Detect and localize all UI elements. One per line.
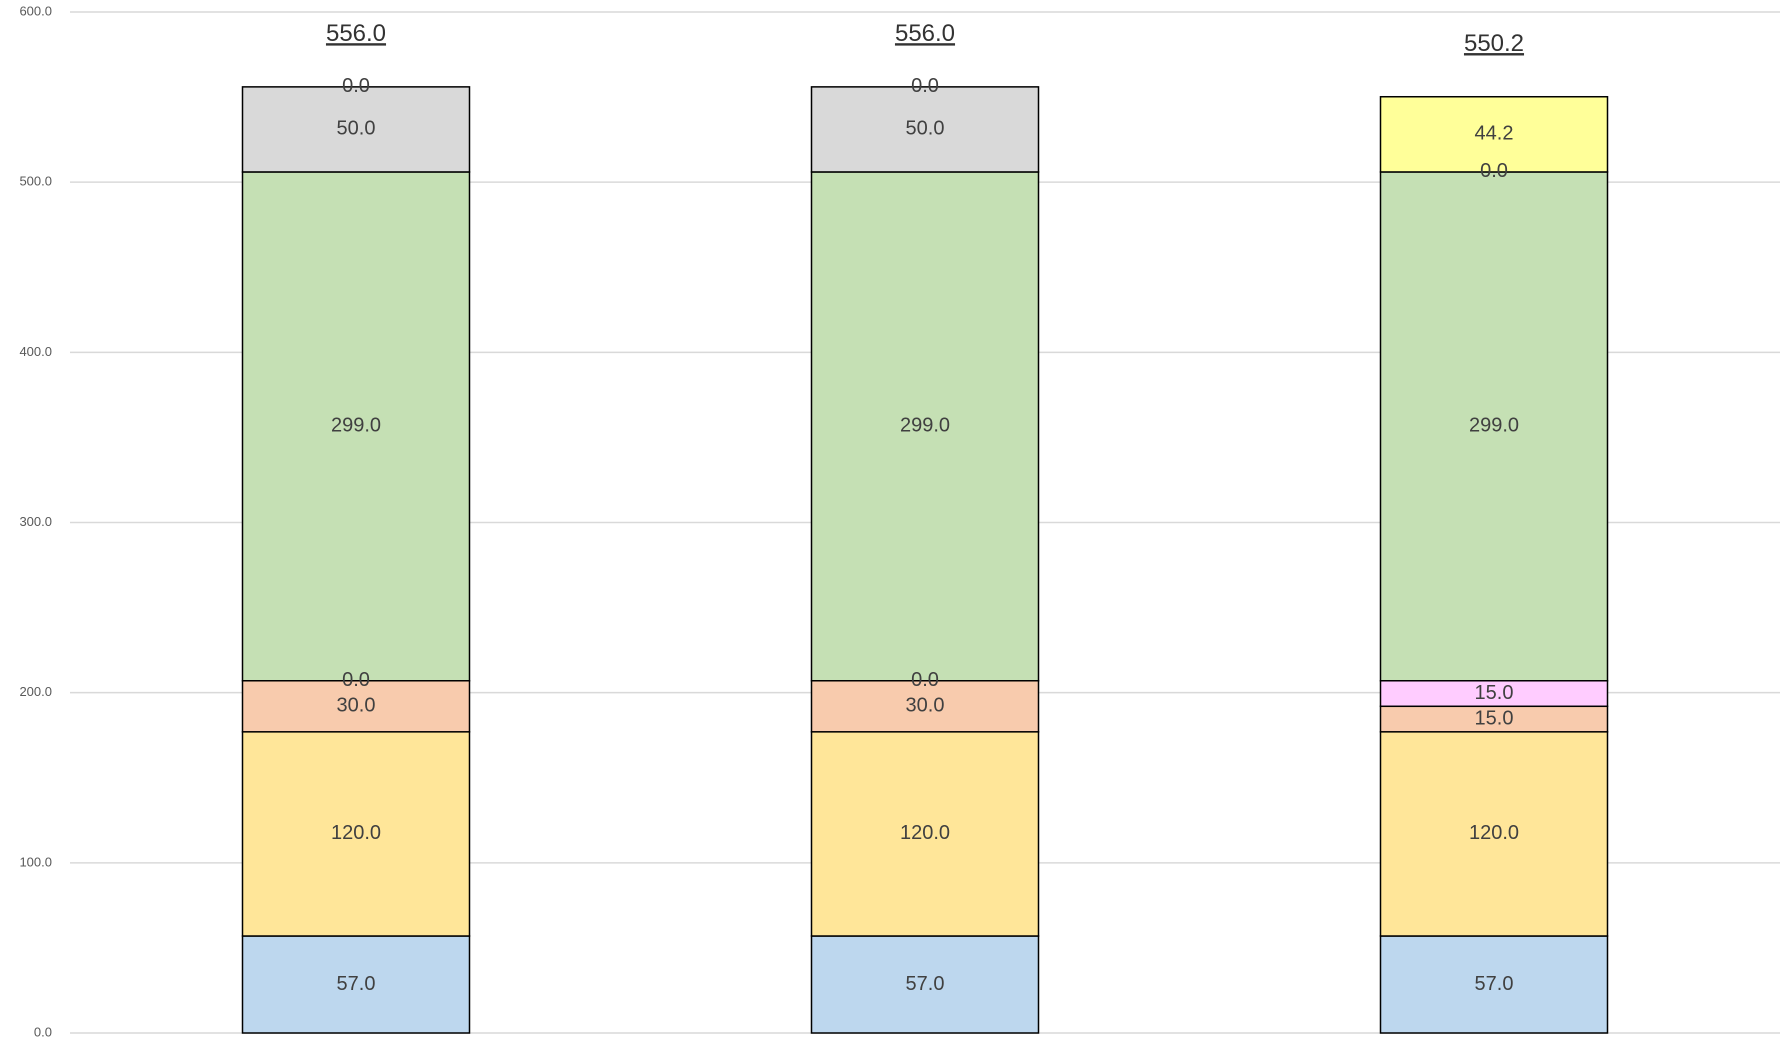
- data-label: 120.0: [1469, 822, 1519, 844]
- y-tick-label: 500.0: [19, 174, 52, 189]
- data-label: 299.0: [331, 415, 381, 437]
- data-label: 50.0: [906, 118, 945, 140]
- y-tick-label: 0.0: [34, 1024, 52, 1039]
- bar-segment: [241, 680, 471, 733]
- data-label: 50.0: [337, 118, 376, 140]
- bar-segment: [1379, 935, 1609, 1034]
- y-tick-label: 100.0: [19, 854, 52, 869]
- data-label: 0.0: [911, 75, 939, 97]
- data-label: 57.0: [1475, 973, 1514, 995]
- data-label: 15.0: [1475, 707, 1514, 729]
- data-label: 30.0: [906, 695, 945, 717]
- bar-segment: [241, 171, 471, 682]
- data-label: 299.0: [900, 415, 950, 437]
- bar-segment: [241, 935, 471, 1034]
- bar-segment: [810, 680, 1040, 733]
- data-label: 120.0: [900, 822, 950, 844]
- y-tick-label: 400.0: [19, 344, 52, 359]
- bar-segment: [810, 935, 1040, 1034]
- data-label: 57.0: [337, 973, 376, 995]
- bar-segment: [810, 171, 1040, 682]
- data-label: 44.2: [1475, 123, 1514, 145]
- bar-segment: [810, 731, 1040, 937]
- data-label: 30.0: [337, 695, 376, 717]
- y-tick-label: 600.0: [19, 3, 52, 18]
- bar-segment: [241, 86, 471, 173]
- bar-segment: [1379, 680, 1609, 708]
- data-label: 0.0: [342, 669, 370, 691]
- y-tick-label: 200.0: [19, 684, 52, 699]
- data-label: 120.0: [331, 822, 381, 844]
- bar-segment: [1379, 731, 1609, 937]
- y-tick-label: 300.0: [19, 514, 52, 529]
- total-label: 550.2: [1464, 30, 1524, 57]
- bar-segment: [241, 731, 471, 937]
- data-label: 299.0: [1469, 415, 1519, 437]
- bar-segment: [1379, 95, 1609, 173]
- data-label: 0.0: [911, 669, 939, 691]
- bar-segment: [1379, 171, 1609, 682]
- total-label: 556.0: [895, 20, 955, 47]
- data-label: 0.0: [1480, 160, 1508, 182]
- data-label: 0.0: [342, 75, 370, 97]
- data-label: 57.0: [906, 973, 945, 995]
- bar-segment: [1379, 705, 1609, 733]
- bar-segment: [810, 86, 1040, 173]
- total-label: 556.0: [326, 20, 386, 47]
- data-label: 15.0: [1475, 682, 1514, 704]
